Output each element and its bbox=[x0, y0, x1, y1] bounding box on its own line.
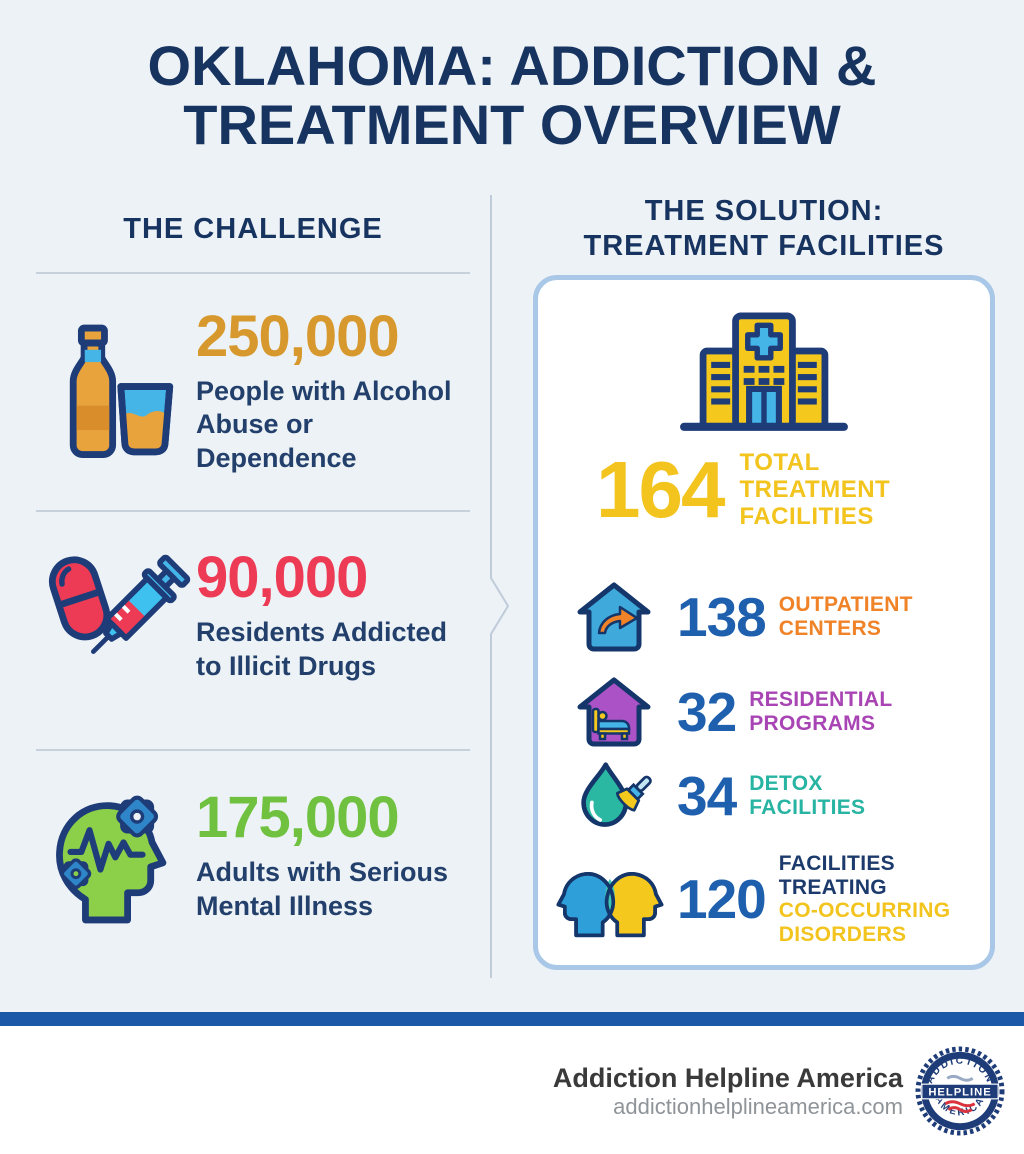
residential-house-bed-icon bbox=[564, 676, 664, 748]
facility-count: 34 bbox=[677, 764, 737, 827]
stat-text-block: 175,000 Adults with Serious Mental Illne… bbox=[196, 789, 448, 923]
stat-label: People with Alcohol Abuse or Dependence bbox=[196, 376, 452, 473]
stat-co-occurring-facilities: 120 FACILITIES TREATING CO-OCCURRING DIS… bbox=[556, 852, 951, 947]
facility-count: 32 bbox=[677, 680, 737, 743]
page-title: OKLAHOMA: ADDICTION & TREATMENT OVERVIEW bbox=[0, 36, 1024, 155]
stat-alcohol-abuse: 250,000 People with Alcohol Abuse or Dep… bbox=[38, 308, 478, 475]
section-divider bbox=[36, 510, 470, 512]
stat-residential-programs: 32 RESIDENTIAL PROGRAMS bbox=[564, 676, 893, 748]
facility-count: 138 bbox=[677, 585, 767, 648]
stat-value: 250,000 bbox=[196, 304, 400, 369]
addiction-helpline-america-badge-icon: ADDICTION AMERICA HELPLINE bbox=[915, 1046, 1005, 1136]
stat-total-facilities: 164 TOTAL TREATMENT FACILITIES bbox=[596, 445, 891, 535]
detox-drop-brush-icon bbox=[564, 761, 664, 831]
stat-value: 175,000 bbox=[196, 785, 400, 851]
footer bbox=[0, 1026, 1024, 1154]
section-divider bbox=[36, 272, 470, 274]
co-occurring-heads-icon bbox=[556, 861, 664, 938]
facility-label: DETOX FACILITIES bbox=[749, 772, 866, 819]
page-title-line2: TREATMENT OVERVIEW bbox=[183, 93, 841, 157]
badge-middle-text: HELPLINE bbox=[928, 1086, 991, 1098]
footer-branding: Addiction Helpline America addictionhelp… bbox=[553, 1046, 1005, 1136]
challenge-section-header: THE CHALLENGE bbox=[123, 213, 383, 245]
hospital-building-icon bbox=[676, 302, 852, 438]
outpatient-house-arrow-icon bbox=[564, 581, 664, 653]
stat-value: 90,000 bbox=[196, 545, 368, 611]
total-facilities-label: TOTAL TREATMENT FACILITIES bbox=[739, 449, 891, 530]
stat-outpatient-centers: 138 OUTPATIENT CENTERS bbox=[564, 581, 913, 653]
stat-label: Adults with Serious Mental Illness bbox=[196, 857, 449, 921]
facility-label: FACILITIES TREATING CO-OCCURRING DISORDE… bbox=[778, 852, 951, 947]
footer-text: Addiction Helpline America addictionhelp… bbox=[553, 1062, 903, 1121]
pill-and-syringe-icon bbox=[38, 548, 191, 684]
stat-label: Residents Addicted to Illicit Drugs bbox=[196, 617, 448, 681]
section-divider bbox=[36, 749, 470, 751]
brand-name: Addiction Helpline America bbox=[552, 1062, 903, 1093]
stat-mental-illness: 175,000 Adults with Serious Mental Illne… bbox=[38, 788, 478, 924]
stat-illicit-drugs: 90,000 Residents Addicted to Illicit Dru… bbox=[38, 548, 478, 684]
facility-label: RESIDENTIAL PROGRAMS bbox=[749, 688, 893, 735]
column-divider-chevron bbox=[490, 195, 510, 978]
facility-label: OUTPATIENT CENTERS bbox=[778, 593, 913, 640]
stat-text-block: 90,000 Residents Addicted to Illicit Dru… bbox=[196, 549, 447, 683]
facility-count: 120 bbox=[677, 867, 767, 930]
page-title-line1: OKLAHOMA: ADDICTION & bbox=[147, 34, 877, 97]
stat-detox-facilities: 34 DETOX FACILITIES bbox=[564, 761, 865, 831]
mental-health-head-icon bbox=[38, 788, 190, 924]
alcohol-bottle-and-glass-icon bbox=[38, 324, 190, 460]
stat-text-block: 250,000 People with Alcohol Abuse or Dep… bbox=[196, 308, 478, 475]
brand-website: addictionhelplineamerica.com bbox=[613, 1094, 903, 1119]
solution-section-header: THE SOLUTION: TREATMENT FACILITIES bbox=[583, 195, 945, 262]
footer-accent-bar bbox=[0, 1012, 1024, 1026]
total-facilities-value: 164 bbox=[596, 445, 725, 535]
treatment-facilities-box: 164 TOTAL TREATMENT FACILITIES 138 OUTPA… bbox=[533, 275, 995, 970]
